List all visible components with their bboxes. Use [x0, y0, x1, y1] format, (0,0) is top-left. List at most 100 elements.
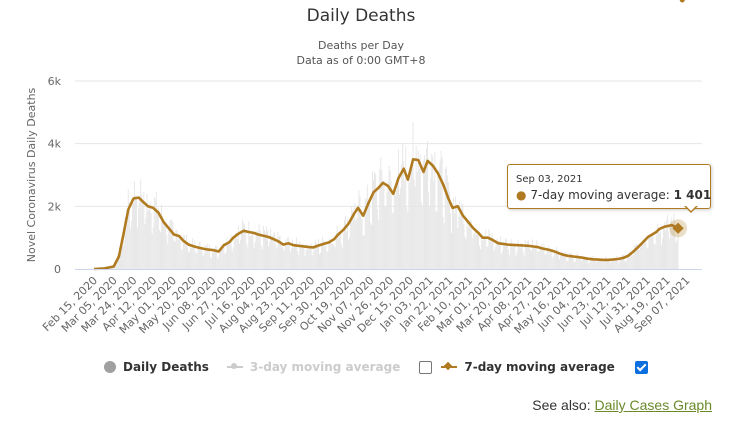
- daily-deaths-bar: [414, 186, 416, 269]
- daily-deaths-bar: [340, 243, 342, 269]
- daily-deaths-bar: [605, 257, 607, 269]
- daily-deaths-bar: [343, 219, 345, 269]
- daily-deaths-bar: [389, 171, 391, 269]
- daily-deaths-bar: [117, 254, 119, 269]
- legend-item-3-day-average[interactable]: 3-day moving average: [226, 360, 400, 374]
- daily-deaths-bar: [622, 254, 624, 269]
- daily-deaths-bar: [567, 261, 569, 269]
- daily-deaths-bar: [158, 229, 160, 269]
- daily-deaths-bar: [338, 231, 340, 269]
- daily-deaths-bar: [670, 220, 672, 269]
- daily-deaths-bar: [457, 228, 459, 269]
- daily-deaths-bar: [346, 231, 347, 269]
- daily-deaths-bar: [589, 261, 591, 269]
- daily-deaths-bar: [367, 203, 369, 269]
- daily-deaths-bar: [275, 244, 277, 269]
- seven-day-average-line[interactable]: [93, 158, 679, 271]
- daily-deaths-bar: [572, 258, 574, 269]
- daily-deaths-bar: [462, 204, 464, 269]
- daily-deaths-bar: [460, 215, 462, 269]
- daily-deaths-bar: [502, 242, 504, 269]
- daily-deaths-bar: [224, 253, 226, 269]
- daily-deaths-bar: [530, 249, 531, 269]
- daily-deaths-bar: [639, 250, 641, 269]
- daily-deaths-bar: [200, 248, 202, 269]
- daily-deaths-bar: [246, 243, 248, 269]
- daily-deaths-bar: [284, 239, 286, 269]
- daily-deaths-bar: [573, 261, 575, 269]
- daily-deaths-bar: [613, 258, 615, 269]
- daily-deaths-bar: [609, 258, 610, 269]
- daily-deaths-bar: [625, 260, 627, 269]
- 3-day-average-checkbox[interactable]: [419, 360, 433, 374]
- daily-deaths-bar: [373, 179, 374, 269]
- daily-deaths-bar: [293, 247, 294, 269]
- daily-deaths-bar: [402, 142, 404, 269]
- daily-deaths-bar: [377, 209, 379, 269]
- daily-deaths-bar: [350, 220, 352, 269]
- daily-deaths-bar: [466, 219, 468, 269]
- tooltip-date: Sep 03, 2021: [516, 174, 583, 185]
- daily-deaths-bar: [264, 232, 266, 269]
- 7-day-average-checkbox[interactable]: [634, 360, 648, 374]
- daily-deaths-bar: [428, 192, 430, 269]
- daily-deaths-bar: [614, 259, 616, 269]
- daily-deaths-bar: [145, 217, 147, 269]
- daily-deaths-bar: [468, 223, 470, 269]
- daily-deaths-bar: [633, 245, 635, 269]
- daily-deaths-bar: [359, 196, 361, 269]
- daily-deaths-bar: [543, 243, 545, 269]
- daily-deaths-bar: [384, 206, 386, 269]
- daily-deaths-bar: [242, 219, 244, 269]
- daily-deaths-bar: [555, 246, 557, 269]
- daily-cases-graph-link[interactable]: Daily Cases Graph: [594, 397, 713, 413]
- daily-deaths-bar: [225, 252, 227, 269]
- daily-deaths-bar: [134, 181, 135, 269]
- daily-deaths-bar: [660, 244, 662, 269]
- daily-deaths-bar: [375, 173, 377, 269]
- daily-deaths-bar: [370, 224, 372, 269]
- daily-deaths-bar: [232, 247, 234, 269]
- daily-deaths-bar: [569, 253, 571, 269]
- daily-deaths-bar: [413, 179, 415, 269]
- daily-deaths-bar: [214, 248, 215, 269]
- daily-deaths-bar: [553, 251, 555, 269]
- daily-deaths-bar: [260, 245, 262, 269]
- daily-deaths-bar: [202, 256, 204, 269]
- daily-deaths-bar: [244, 224, 246, 269]
- daily-deaths-bar: [323, 240, 325, 269]
- daily-deaths-bar: [634, 245, 636, 269]
- see-also-label: See also:: [532, 397, 595, 413]
- daily-deaths-bar: [603, 261, 605, 269]
- daily-deaths-bar: [332, 242, 334, 269]
- daily-deaths-bar: [248, 221, 250, 269]
- daily-deaths-bar: [269, 241, 271, 269]
- daily-deaths-bar: [276, 248, 278, 269]
- daily-deaths-bar: [591, 257, 593, 269]
- daily-deaths-bar: [430, 178, 432, 269]
- daily-deaths-bar: [599, 259, 601, 269]
- circle-marker-icon: [104, 361, 116, 373]
- daily-deaths-bar: [656, 223, 658, 269]
- daily-deaths-bar: [259, 230, 261, 269]
- daily-deaths-bar: [548, 251, 550, 269]
- daily-deaths-bar: [549, 248, 551, 269]
- daily-deaths-bar: [668, 231, 670, 269]
- daily-deaths-bar: [119, 249, 121, 269]
- daily-deaths-bar: [398, 149, 399, 269]
- daily-deaths-bar: [393, 186, 395, 269]
- daily-deaths-bar: [124, 217, 126, 269]
- daily-deaths-bar: [474, 228, 476, 269]
- daily-deaths-bar: [459, 201, 461, 269]
- daily-deaths-bar: [420, 202, 422, 269]
- legend-item-7-day-average[interactable]: 7-day moving average: [441, 360, 615, 374]
- daily-deaths-bar: [587, 257, 589, 269]
- daily-deaths-bar: [512, 247, 514, 269]
- daily-deaths-bar: [391, 213, 393, 269]
- daily-deaths-bar: [429, 206, 431, 269]
- chart-subtitle-1: Deaths per Day: [318, 39, 404, 52]
- daily-deaths-bar: [314, 239, 316, 269]
- legend-item-daily-deaths[interactable]: Daily Deaths: [104, 360, 209, 374]
- daily-deaths-bar: [627, 254, 629, 269]
- daily-deaths-bar: [588, 263, 590, 269]
